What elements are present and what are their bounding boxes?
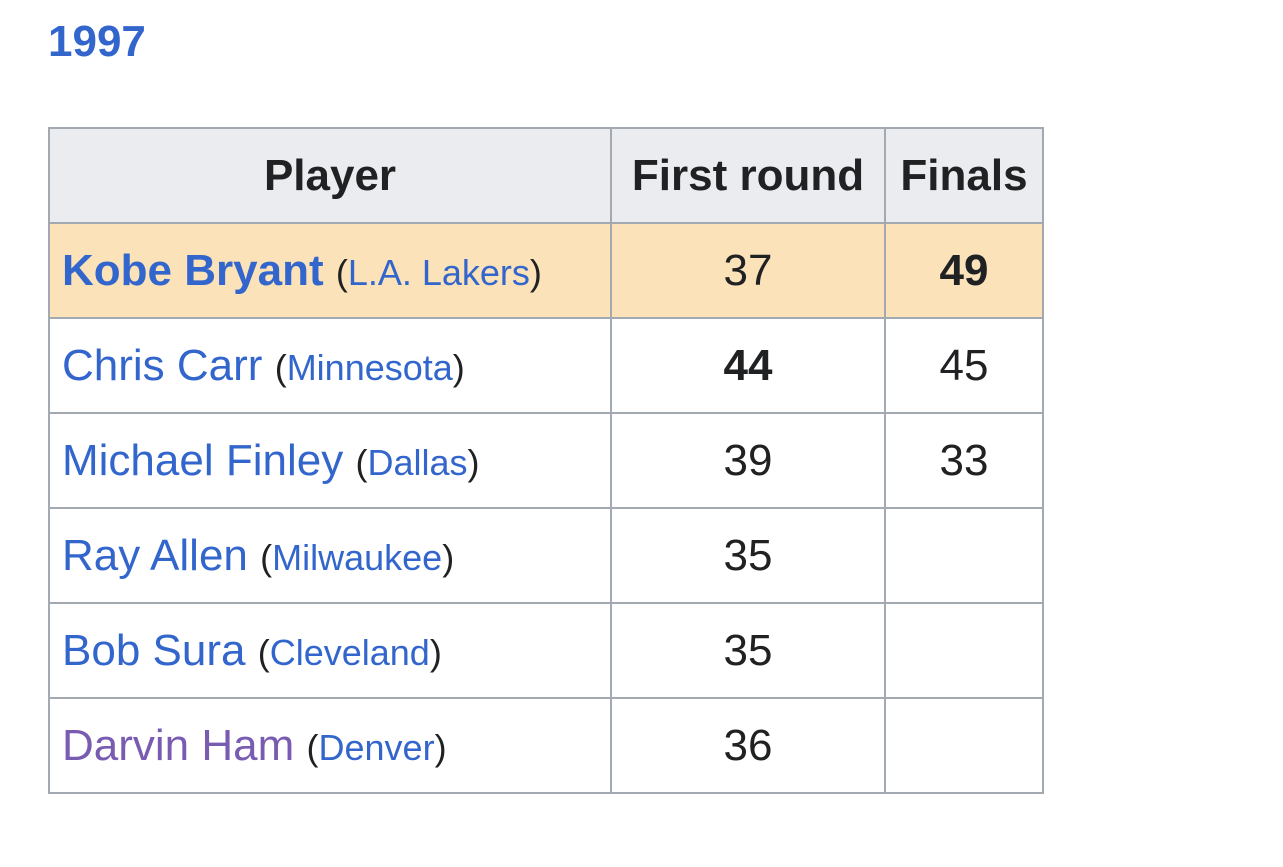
table-row: Chris Carr (Minnesota) 44 45 xyxy=(48,317,1044,414)
table-row: Darvin Ham (Denver) 36 xyxy=(48,697,1044,794)
finals-score xyxy=(884,697,1044,794)
first-round-score: 35 xyxy=(610,507,886,604)
first-round-score: 35 xyxy=(610,602,886,699)
table-row-winner: Kobe Bryant (L.A. Lakers) 37 49 xyxy=(48,222,1044,319)
table-row: Michael Finley (Dallas) 39 33 xyxy=(48,412,1044,509)
finals-score: 33 xyxy=(884,412,1044,509)
column-header-player: Player xyxy=(48,127,612,224)
team-link[interactable]: Dallas xyxy=(367,441,468,483)
team-link[interactable]: L.A. Lakers xyxy=(347,251,530,293)
column-header-finals: Finals xyxy=(884,127,1044,224)
table-row: Bob Sura (Cleveland) 35 xyxy=(48,602,1044,699)
first-round-score: 36 xyxy=(610,697,886,794)
player-link[interactable]: Ray Allen xyxy=(62,530,248,580)
player-cell: Michael Finley (Dallas) xyxy=(48,412,612,509)
team-label: (Minnesota) xyxy=(274,346,465,388)
finals-score: 49 xyxy=(884,222,1044,319)
first-round-score: 44 xyxy=(610,317,886,414)
player-cell: Ray Allen (Milwaukee) xyxy=(48,507,612,604)
player-cell: Kobe Bryant (L.A. Lakers) xyxy=(48,222,612,319)
finals-score xyxy=(884,507,1044,604)
player-link[interactable]: Kobe Bryant xyxy=(62,245,324,295)
first-round-score: 37 xyxy=(610,222,886,319)
header-row: Player First round Finals xyxy=(48,127,1044,224)
team-link[interactable]: Milwaukee xyxy=(272,536,443,578)
column-header-first-round: First round xyxy=(610,127,886,224)
player-cell: Chris Carr (Minnesota) xyxy=(48,317,612,414)
team-label: (Cleveland) xyxy=(257,631,442,673)
player-link[interactable]: Chris Carr xyxy=(62,340,263,390)
team-label: (Milwaukee) xyxy=(260,536,455,578)
team-link[interactable]: Denver xyxy=(318,726,435,768)
team-link[interactable]: Cleveland xyxy=(269,631,430,673)
table-row: Ray Allen (Milwaukee) 35 xyxy=(48,507,1044,604)
finals-score xyxy=(884,602,1044,699)
player-cell: Darvin Ham (Denver) xyxy=(48,697,612,794)
first-round-score: 39 xyxy=(610,412,886,509)
team-label: (Dallas) xyxy=(355,441,480,483)
results-table: Player First round Finals Kobe Bryant (L… xyxy=(48,127,1044,794)
player-cell: Bob Sura (Cleveland) xyxy=(48,602,612,699)
year-heading-link[interactable]: 1997 xyxy=(48,17,146,66)
player-link[interactable]: Darvin Ham xyxy=(62,720,295,770)
team-link[interactable]: Minnesota xyxy=(286,346,453,388)
player-link[interactable]: Michael Finley xyxy=(62,435,344,485)
finals-score: 45 xyxy=(884,317,1044,414)
team-label: (Denver) xyxy=(306,726,447,768)
team-label: (L.A. Lakers) xyxy=(335,251,542,293)
player-link[interactable]: Bob Sura xyxy=(62,625,246,675)
